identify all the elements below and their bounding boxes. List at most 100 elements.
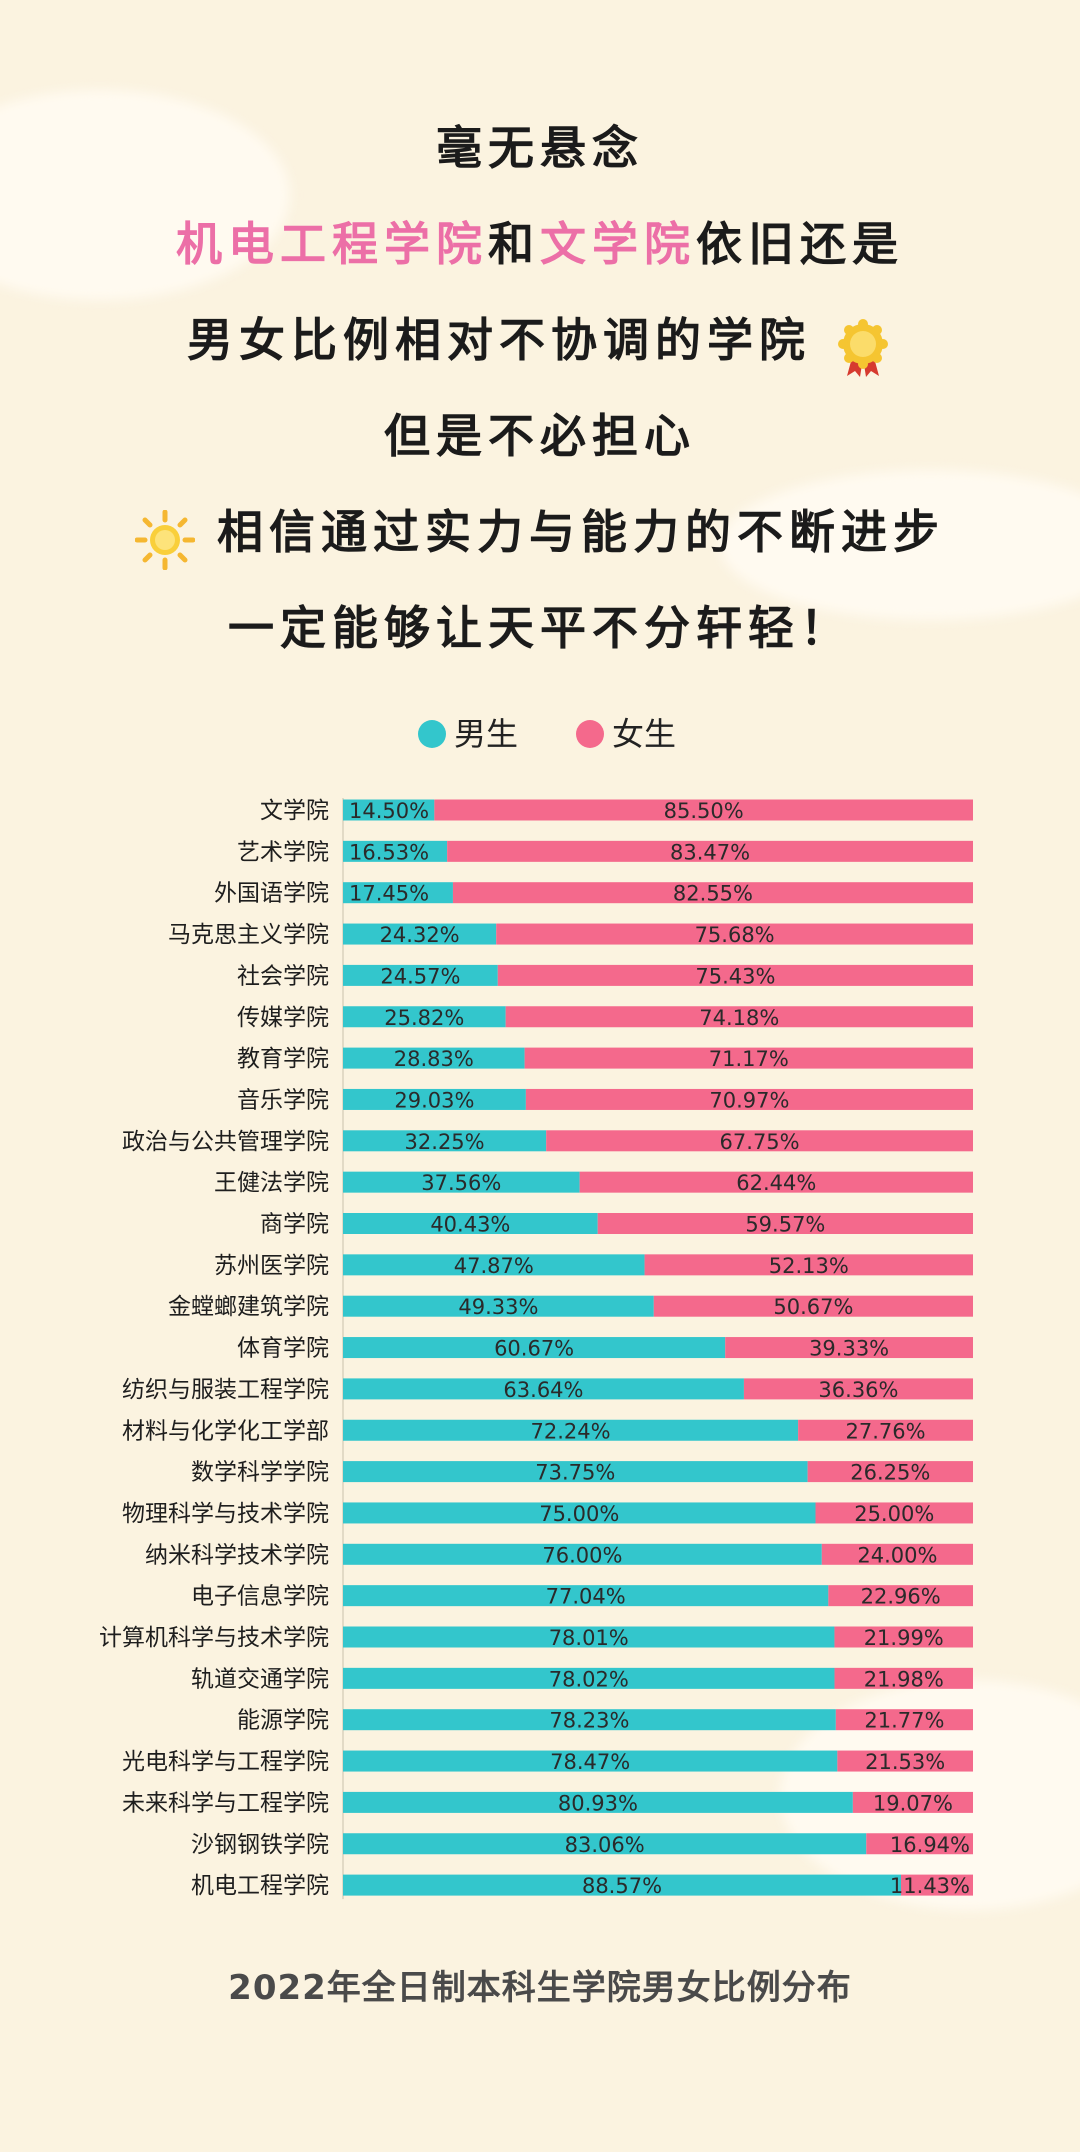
data-label-female: 75.43% bbox=[695, 964, 775, 988]
category-label: 轨道交通学院 bbox=[191, 1666, 329, 1692]
bar-female bbox=[524, 1047, 973, 1069]
headline-line-3: 男女比例相对不协调的学院 bbox=[0, 292, 1080, 388]
bar-male bbox=[343, 1130, 547, 1152]
bar-female bbox=[434, 799, 974, 821]
category-label: 马克思主义学院 bbox=[168, 922, 329, 948]
category-label: 光电科学与工程学院 bbox=[122, 1749, 329, 1775]
data-label-male: 28.83% bbox=[394, 1047, 474, 1071]
bar-female bbox=[505, 1006, 973, 1028]
bar-male bbox=[343, 1419, 799, 1441]
bar-male bbox=[343, 1006, 506, 1028]
bar-female bbox=[546, 1130, 973, 1152]
data-label-female: 71.17% bbox=[709, 1047, 789, 1071]
bar-male bbox=[343, 1213, 598, 1234]
bar-female bbox=[743, 1378, 973, 1400]
headline-line-1-text: 毫无悬念 bbox=[436, 121, 644, 175]
category-label: 计算机科学与技术学院 bbox=[99, 1625, 329, 1651]
bar-male bbox=[343, 1502, 816, 1524]
bar-female bbox=[828, 1585, 973, 1607]
category-label: 材料与化学化工学部 bbox=[122, 1418, 329, 1444]
category-label: 机电工程学院 bbox=[191, 1873, 329, 1899]
bar-male bbox=[343, 1171, 580, 1193]
headline: 毫无悬念 机电工程学院和文学院依旧还是 男女比例相对不协调的学院 但是不必担心 bbox=[0, 100, 1080, 676]
legend-marker-1 bbox=[576, 720, 604, 748]
category-label: 教育学院 bbox=[237, 1046, 329, 1072]
headline-connector: 和 bbox=[488, 217, 540, 271]
bar-male bbox=[343, 1709, 836, 1731]
headline-line-2: 机电工程学院和文学院依旧还是 bbox=[0, 196, 1080, 292]
bar-female bbox=[525, 1088, 973, 1110]
chart-title: 2022年全日制本科生学院男女比例分布 bbox=[228, 1968, 852, 2008]
category-label: 金螳螂建筑学院 bbox=[168, 1294, 329, 1320]
category-label: 文学院 bbox=[260, 798, 329, 824]
data-label-male: 88.57% bbox=[582, 1874, 662, 1898]
bar-female bbox=[452, 882, 973, 904]
bar-female bbox=[496, 923, 973, 945]
headline-line-3-text: 男女比例相对不协调的学院 bbox=[186, 313, 811, 367]
category-label: 政治与公共管理学院 bbox=[122, 1129, 329, 1155]
data-label-female: 21.77% bbox=[864, 1709, 944, 1733]
category-label: 沙钢钢铁学院 bbox=[191, 1832, 329, 1858]
data-label-male: 77.04% bbox=[546, 1585, 626, 1609]
bar-male bbox=[343, 799, 435, 821]
bar-female bbox=[900, 1874, 973, 1896]
data-label-male: 24.57% bbox=[380, 964, 460, 988]
data-label-female: 62.44% bbox=[736, 1171, 816, 1195]
headline-line-1: 毫无悬念 bbox=[0, 100, 1080, 196]
headline-line-4-text: 但是不必担心 bbox=[384, 409, 696, 463]
bar-male bbox=[343, 882, 453, 904]
data-label-female: 83.47% bbox=[670, 840, 750, 864]
bar-male bbox=[343, 1667, 835, 1689]
headline-line-2-tail: 依旧还是 bbox=[696, 217, 904, 271]
bar-female bbox=[725, 1337, 973, 1359]
bar-female bbox=[815, 1502, 973, 1524]
data-label-male: 25.82% bbox=[384, 1006, 464, 1030]
data-label-female: 75.68% bbox=[695, 923, 775, 947]
data-label-female: 19.07% bbox=[873, 1791, 953, 1815]
legend-marker-0 bbox=[418, 720, 446, 748]
bar-male bbox=[343, 1750, 838, 1772]
category-label: 纳米科学技术学院 bbox=[145, 1542, 329, 1568]
data-label-female: 50.67% bbox=[773, 1295, 853, 1319]
category-label: 传媒学院 bbox=[237, 1005, 329, 1031]
category-label: 数学科学学院 bbox=[191, 1460, 329, 1486]
data-label-male: 37.56% bbox=[421, 1171, 501, 1195]
data-label-male: 78.47% bbox=[550, 1750, 630, 1774]
bar-male bbox=[343, 1047, 525, 1069]
bar-female bbox=[837, 1750, 973, 1772]
data-label-female: 16.94% bbox=[890, 1833, 970, 1857]
data-label-female: 25.00% bbox=[854, 1502, 934, 1526]
category-label: 外国语学院 bbox=[214, 881, 329, 907]
bar-female bbox=[644, 1254, 973, 1276]
data-label-male: 72.24% bbox=[531, 1419, 611, 1443]
category-label: 物理科学与技术学院 bbox=[122, 1501, 329, 1527]
bar-female bbox=[447, 840, 973, 862]
data-label-female: 21.99% bbox=[864, 1626, 944, 1650]
data-label-female: 24.00% bbox=[857, 1543, 937, 1567]
data-label-female: 26.25% bbox=[850, 1461, 930, 1485]
category-label: 社会学院 bbox=[237, 963, 329, 989]
bar-female bbox=[597, 1213, 973, 1234]
data-label-male: 14.50% bbox=[349, 799, 429, 823]
data-label-male: 40.43% bbox=[430, 1213, 510, 1237]
bar-female bbox=[653, 1295, 973, 1317]
data-label-female: 22.96% bbox=[861, 1585, 941, 1609]
sun-icon bbox=[134, 506, 196, 570]
data-label-male: 49.33% bbox=[458, 1295, 538, 1319]
bar-male bbox=[343, 1254, 645, 1276]
bar-male bbox=[343, 1791, 853, 1813]
headline-line-5: 相信通过实力与能力的不断进步 bbox=[0, 484, 1080, 580]
data-label-male: 17.45% bbox=[349, 882, 429, 906]
data-label-female: 59.57% bbox=[745, 1213, 825, 1237]
data-label-male: 24.32% bbox=[380, 923, 460, 947]
category-label: 苏州医学院 bbox=[214, 1253, 329, 1279]
bar-male bbox=[343, 1585, 829, 1607]
data-label-male: 75.00% bbox=[539, 1502, 619, 1526]
data-label-female: 74.18% bbox=[699, 1006, 779, 1030]
bar-female bbox=[852, 1791, 973, 1813]
bar-male bbox=[343, 1626, 835, 1648]
bar-female bbox=[834, 1667, 973, 1689]
data-label-male: 60.67% bbox=[494, 1337, 574, 1361]
data-label-male: 47.87% bbox=[454, 1254, 534, 1278]
